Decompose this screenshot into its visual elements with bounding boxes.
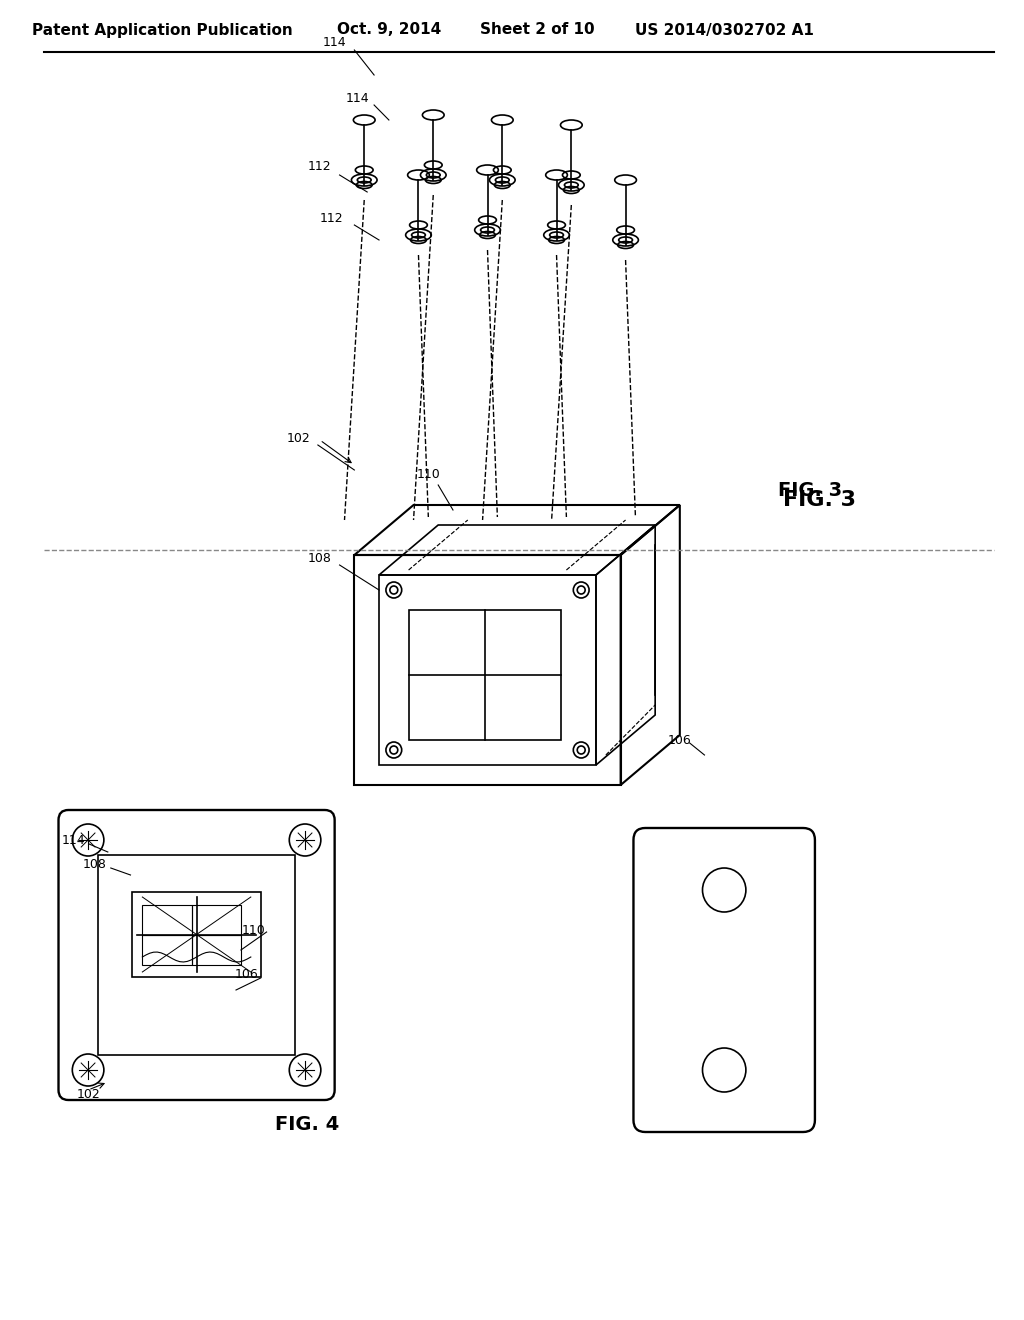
Text: Sheet 2 of 10: Sheet 2 of 10 [479,22,594,37]
Text: 106: 106 [668,734,691,747]
Text: 108: 108 [83,858,106,871]
Text: 114: 114 [345,91,369,104]
Text: 114: 114 [323,36,346,49]
Text: FIG. 3: FIG. 3 [783,490,856,510]
Text: 108: 108 [308,552,332,565]
Text: 112: 112 [308,161,332,173]
Text: 114: 114 [61,833,85,846]
Text: Oct. 9, 2014: Oct. 9, 2014 [337,22,441,37]
Text: 110: 110 [417,469,440,482]
Text: Patent Application Publication: Patent Application Publication [32,22,293,37]
Text: 102: 102 [287,432,310,445]
Text: 102: 102 [76,1089,100,1101]
Text: 106: 106 [234,969,259,982]
Text: 112: 112 [319,211,343,224]
Text: US 2014/0302702 A1: US 2014/0302702 A1 [635,22,814,37]
Text: FIG. 3: FIG. 3 [778,480,843,499]
Text: 110: 110 [242,924,265,936]
Text: FIG. 4: FIG. 4 [275,1115,340,1134]
